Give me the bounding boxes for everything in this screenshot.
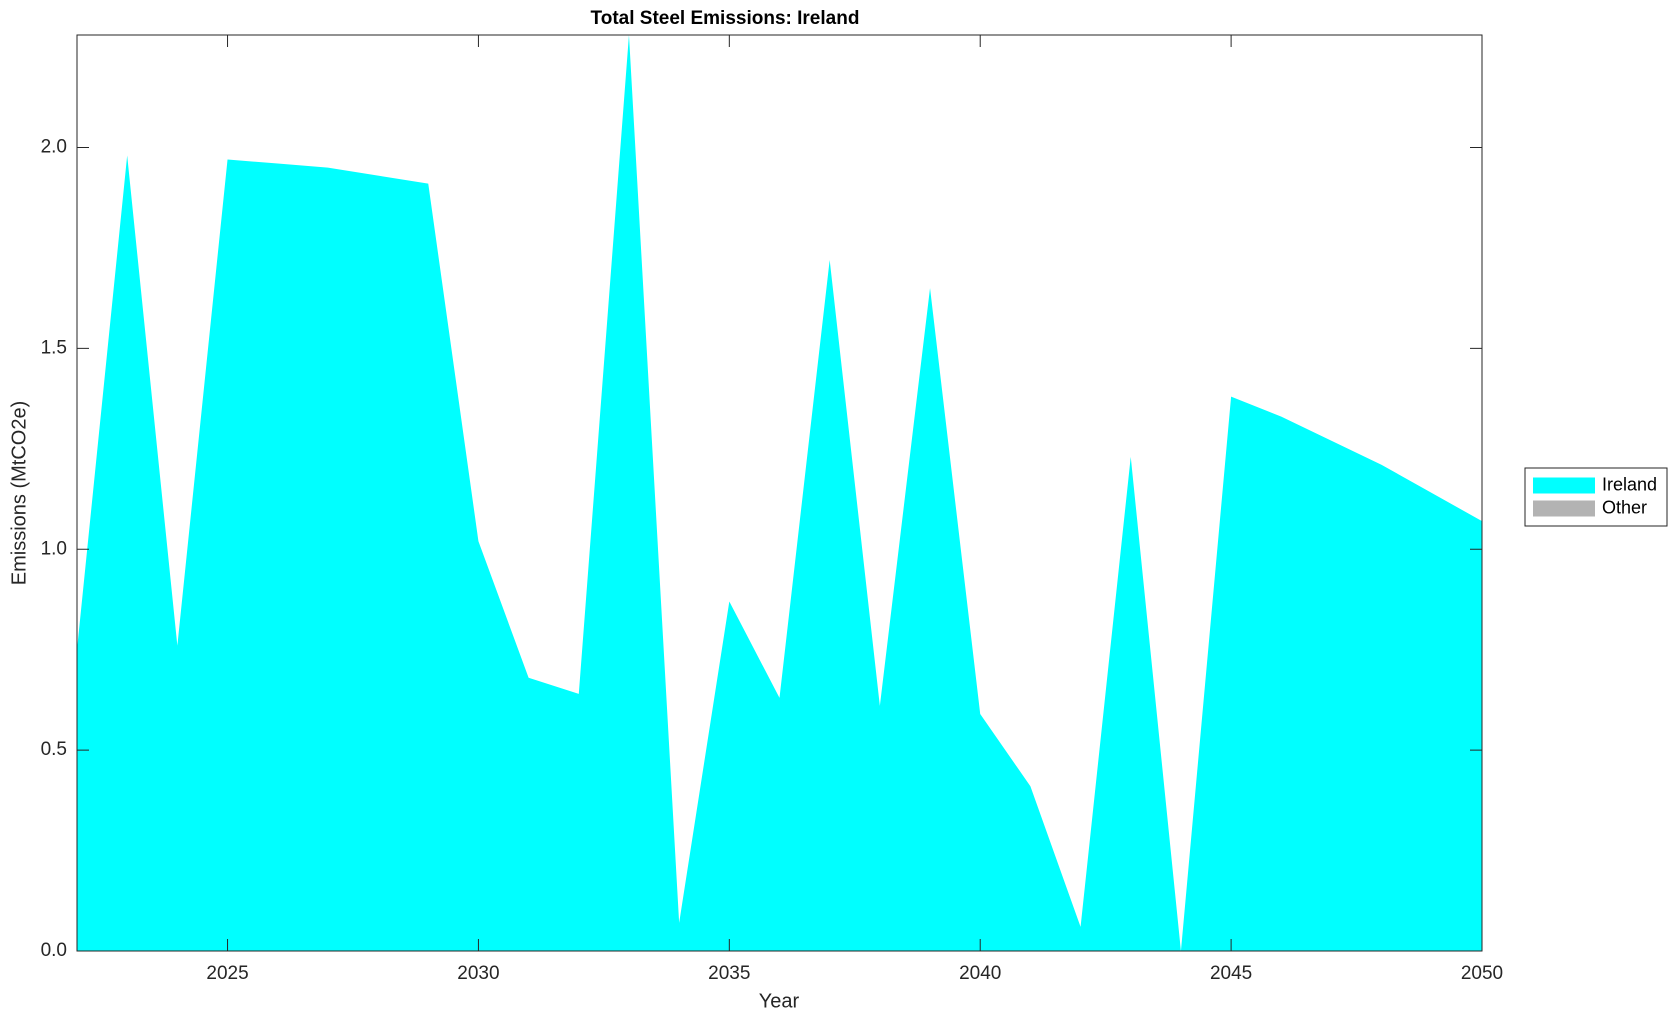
legend-label: Other bbox=[1602, 497, 1647, 517]
legend-swatch bbox=[1533, 477, 1595, 494]
y-tick-label: 1.5 bbox=[41, 337, 67, 358]
legend-label: Ireland bbox=[1602, 474, 1657, 494]
y-tick-label: 0.0 bbox=[41, 940, 67, 961]
x-tick-label: 2030 bbox=[457, 963, 499, 984]
x-axis-label: Year bbox=[759, 990, 800, 1012]
plot-frame bbox=[76, 34, 1483, 952]
x-tick-label: 2045 bbox=[1210, 963, 1252, 984]
x-tick-label: 2035 bbox=[708, 963, 750, 984]
x-tick-label: 2040 bbox=[959, 963, 1001, 984]
y-tick-label: 1.0 bbox=[41, 538, 67, 559]
chart-title: Total Steel Emissions: Ireland bbox=[591, 8, 860, 29]
y-axis-label: Emissions (MtCO2e) bbox=[8, 401, 30, 585]
area bbox=[77, 35, 1482, 951]
x-tick-label: 2025 bbox=[206, 963, 248, 984]
y-tick-label: 0.5 bbox=[41, 739, 67, 760]
y-tick-label: 2.0 bbox=[41, 137, 67, 158]
legend-swatch bbox=[1533, 500, 1595, 517]
x-tick-label: 2050 bbox=[1461, 963, 1503, 984]
